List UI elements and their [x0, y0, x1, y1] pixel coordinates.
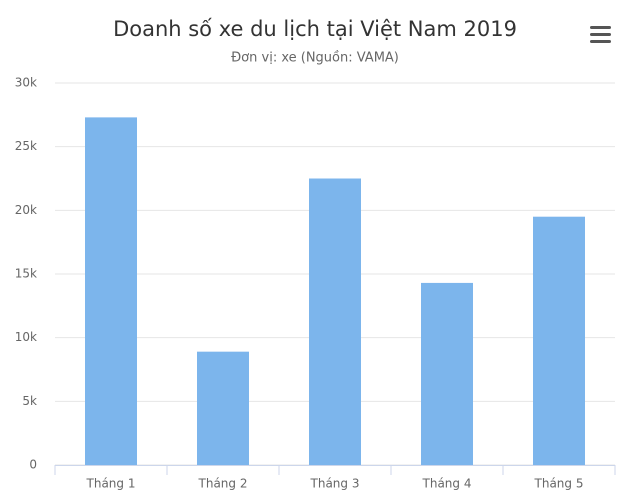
x-tick-label: Tháng 3 [310, 477, 360, 491]
x-tick-label: Tháng 4 [422, 477, 472, 491]
y-tick-label: 15k [15, 267, 37, 281]
menu-bar [590, 40, 611, 43]
x-tick-label: Tháng 1 [86, 477, 136, 491]
menu-bar [590, 33, 611, 36]
x-tick-label: Tháng 5 [534, 477, 584, 491]
bar [197, 351, 249, 465]
bar [533, 216, 585, 465]
y-tick-label: 25k [15, 139, 37, 153]
bar [309, 178, 361, 465]
y-tick-label: 20k [15, 203, 37, 217]
chart-title: Doanh số xe du lịch tại Việt Nam 2019 [113, 17, 517, 41]
y-tick-label: 0 [29, 458, 37, 472]
y-tick-label: 30k [15, 76, 37, 90]
bar [421, 282, 473, 465]
x-tick-label: Tháng 2 [198, 477, 248, 491]
bar [85, 117, 137, 465]
chart-subtitle: Đơn vị: xe (Nguồn: VAMA) [231, 51, 399, 66]
menu-button[interactable] [590, 26, 611, 43]
y-tick-label: 10k [15, 330, 37, 344]
y-tick-label: 5k [22, 394, 37, 408]
menu-bar [590, 26, 611, 29]
